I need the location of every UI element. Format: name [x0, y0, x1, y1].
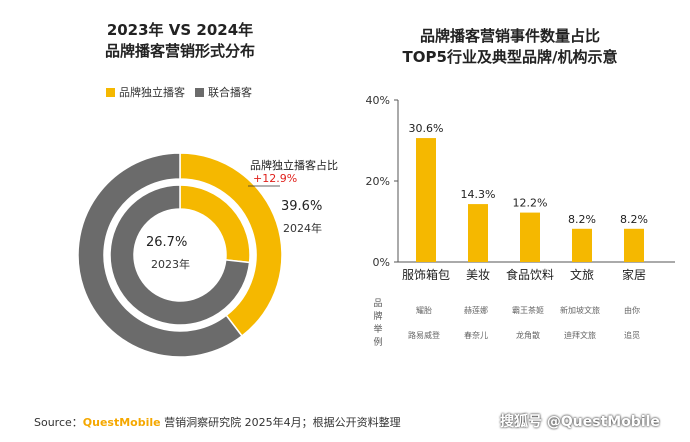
- legend-swatch-independent: [106, 87, 115, 97]
- donut-title-line2: 品牌播客营销形式分布: [104, 42, 255, 60]
- donut-annotation-label: 品牌独立播客占比: [250, 159, 338, 172]
- legend-label-joint: 联合播客: [208, 86, 252, 99]
- brand-axis-char-1: 品: [373, 299, 383, 309]
- brand-example-5a: 由你: [624, 306, 640, 315]
- brand-example-3a: 霸王茶姬: [512, 306, 544, 315]
- donut-slice-inner-joint: [109, 184, 251, 326]
- x-category-label: 美妆: [466, 268, 490, 280]
- brand-axis-char-2: 牌: [373, 312, 383, 322]
- bar-chart-title: 品牌播客营销事件数量占比 TOP5行业及典型品牌/机构示意: [380, 26, 640, 68]
- donut-legend: 品牌独立播客 联合播客: [106, 84, 252, 100]
- bar-title-line1: 品牌播客营销事件数量占比: [419, 27, 600, 45]
- y-tick-label: 0%: [373, 256, 390, 269]
- bar-title-line2: TOP5行业及典型品牌/机构示意: [402, 48, 618, 66]
- brand-example-2a: 赫莲娜: [464, 306, 488, 315]
- outer-ring-value: 39.6%: [281, 199, 323, 214]
- inner-ring-year: 2023年: [151, 258, 190, 271]
- bar-value-label: 8.2%: [568, 213, 596, 226]
- bar-value-label: 30.6%: [409, 122, 444, 135]
- donut-chart: [77, 152, 283, 358]
- x-category-label: 服饰箱包: [402, 267, 450, 280]
- bar-value-label: 14.3%: [461, 188, 496, 201]
- donut-slice-outer-joint: [77, 152, 244, 358]
- brand-example-1b: 路易威登: [408, 331, 440, 340]
- y-tick-label: 40%: [366, 94, 390, 107]
- outer-ring-year: 2024年: [283, 222, 322, 235]
- bar-value-label: 8.2%: [620, 213, 648, 226]
- bar: [572, 228, 592, 262]
- brand-axis-char-3: 举: [373, 325, 383, 335]
- brand-example-3b: 龙角散: [516, 331, 540, 340]
- bar-value-label: 12.2%: [513, 197, 548, 210]
- brand-example-4a: 新加坡文旅: [560, 306, 600, 315]
- source-brand: QuestMobile: [82, 416, 161, 429]
- donut-annotation-change: +12.9%: [253, 172, 298, 185]
- donut-chart-title: 2023年 VS 2024年 品牌播客营销形式分布: [60, 20, 300, 62]
- bar: [520, 212, 540, 262]
- brand-axis-label: 品 牌 举 例: [371, 298, 385, 350]
- legend-label-independent: 品牌独立播客: [119, 86, 185, 99]
- brand-example-5b: 追觅: [624, 331, 640, 340]
- donut-title-line1: 2023年 VS 2024年: [106, 21, 254, 39]
- source-note: Source：QuestMobile 营销洞察研究院 2025年4月；根据公开资…: [34, 414, 401, 430]
- legend-swatch-joint: [195, 87, 204, 97]
- brand-example-1a: 耀胎: [416, 306, 432, 315]
- bar-chart: 0% 20% 40% 30.6% 服饰箱包 14.3% 美妆 12.2% 食品饮料 8.2% 文旅 8…: [366, 94, 675, 280]
- y-tick-label: 20%: [366, 175, 390, 188]
- bar: [468, 204, 488, 262]
- bar: [624, 228, 644, 262]
- x-category-label: 文旅: [570, 267, 594, 280]
- source-text: 营销洞察研究院 2025年4月；根据公开资料整理: [164, 416, 401, 429]
- brand-example-2b: 春奈儿: [464, 331, 488, 340]
- x-category-label: 食品饮料: [506, 267, 554, 280]
- inner-ring-value: 26.7%: [146, 235, 188, 250]
- bar: [416, 138, 436, 262]
- brand-example-4b: 迪拜文旅: [564, 331, 596, 340]
- source-prefix: Source：: [34, 416, 83, 429]
- brand-axis-char-4: 例: [373, 338, 383, 348]
- x-category-label: 家居: [622, 267, 646, 280]
- watermark: 搜狐号 @QuestMobile: [500, 414, 660, 430]
